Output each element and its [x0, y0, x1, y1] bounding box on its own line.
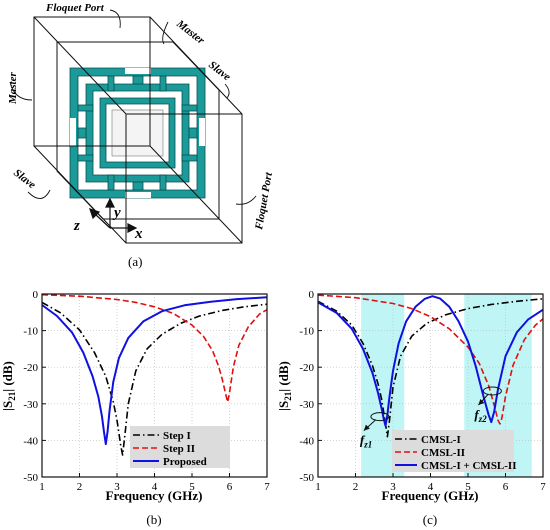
- y-tick-label: -50: [23, 472, 38, 484]
- axis-y-label: y: [112, 205, 121, 221]
- series-line-3: [41, 296, 268, 446]
- annotation-arrowhead: [363, 424, 370, 431]
- x-tick-label: 7: [264, 481, 270, 493]
- slave-left-arrow: [27, 189, 51, 199]
- x-axis-title: Frequency (GHz): [382, 488, 479, 503]
- series-line-1: [317, 298, 544, 438]
- x-tick-label: 6: [227, 481, 233, 493]
- floquet-port-top-label: Floquet Port: [45, 2, 105, 14]
- x-tick-label: 3: [114, 481, 120, 493]
- meander-finger: [159, 174, 167, 191]
- y-tick-label: -30: [299, 399, 314, 411]
- simulation-box: [33, 16, 243, 244]
- y-axis-title: |S21| (dB): [0, 361, 17, 411]
- master-left-label: Master: [7, 72, 19, 106]
- legend-label: CMSL-I + CMSL-II: [421, 460, 517, 472]
- y-tick-label: -10: [299, 326, 314, 338]
- caption-b: (b): [146, 512, 161, 527]
- meander-finger: [181, 154, 198, 162]
- x-tick-label: 7: [540, 481, 546, 493]
- series-line-2: [41, 293, 268, 403]
- unit-cell-panel: x y z Floquet Port Master Master Slave S…: [7, 2, 275, 269]
- resonator-stub: [77, 127, 87, 139]
- meander-finger: [77, 154, 94, 162]
- series-line-1: [41, 301, 268, 456]
- axis-z-label: z: [73, 218, 80, 234]
- y-tick-label: -30: [23, 399, 38, 411]
- outer-ring-slot: [70, 118, 76, 146]
- legend-label: Proposed: [163, 456, 207, 468]
- series-line-2: [317, 294, 544, 425]
- floquet-port-top-arrow: [109, 9, 121, 29]
- y-tick-label: 0: [33, 289, 39, 301]
- caption-a: (a): [128, 254, 142, 269]
- outer-ring-slot: [199, 118, 205, 146]
- x-tick-label: 3: [390, 481, 396, 493]
- floquet-port-right-label: Floquet Port: [253, 171, 275, 232]
- x-axis-title: Frequency (GHz): [106, 488, 203, 503]
- y-tick-label: -50: [299, 472, 314, 484]
- y-axis-title: |S21| (dB): [276, 361, 293, 411]
- x-tick-label: 2: [77, 481, 83, 493]
- x-tick-label: 5: [189, 481, 195, 493]
- legend-label: CMSL-II: [421, 447, 465, 459]
- coordinate-axes: [89, 197, 138, 233]
- x-tick-label: 1: [39, 481, 45, 493]
- series-line-3: [317, 295, 544, 427]
- x-tick-label: 2: [353, 481, 359, 493]
- substrate-center: [111, 109, 164, 157]
- y-tick-label: -40: [23, 435, 38, 447]
- master-top-arrow: [162, 21, 169, 45]
- resonator-pattern: [69, 67, 206, 199]
- x-tick-label: 6: [503, 481, 509, 493]
- x-tick-label: 4: [428, 481, 434, 493]
- y-tick-label: 0: [309, 289, 315, 301]
- y-tick-label: -40: [299, 435, 314, 447]
- axis-x-label: x: [134, 226, 143, 242]
- annotation-label: fz2: [474, 407, 487, 424]
- resonator-stub: [132, 181, 144, 191]
- x-tick-label: 4: [152, 481, 158, 493]
- y-tick-label: -10: [23, 326, 38, 338]
- middle-resonator-ring: [85, 83, 190, 183]
- x-tick-label: 5: [465, 481, 471, 493]
- master-top-label: Master: [173, 17, 207, 47]
- meander-finger: [181, 104, 198, 112]
- y-tick-label: -20: [299, 362, 314, 374]
- legend-label: CMSL-I: [421, 434, 461, 446]
- resonator-stub: [132, 75, 144, 85]
- slave-top-arrow: [224, 83, 230, 99]
- annotation-arrowhead: [478, 398, 485, 405]
- annotation-ring: [370, 412, 390, 422]
- meander-finger: [77, 104, 94, 112]
- outer-ring-slot: [125, 192, 151, 198]
- outer-ring-slot: [125, 68, 151, 74]
- caption-c: (c): [423, 512, 437, 527]
- meander-finger: [107, 174, 115, 191]
- legend-label: Step I: [163, 430, 191, 442]
- x-tick-label: 1: [315, 481, 321, 493]
- master-left-arrow: [9, 81, 33, 101]
- meander-finger: [159, 75, 167, 92]
- legend-label: Step II: [163, 443, 195, 455]
- annotation-ring: [482, 386, 502, 396]
- slave-left-label: Slave: [11, 167, 38, 192]
- meander-finger: [107, 75, 115, 92]
- y-tick-label: -20: [23, 362, 38, 374]
- annotation-label: fz1: [360, 433, 372, 450]
- outer-resonator-ring: [69, 67, 206, 199]
- resonator-stub: [188, 127, 198, 139]
- floquet-port-right-arrow: [235, 195, 257, 205]
